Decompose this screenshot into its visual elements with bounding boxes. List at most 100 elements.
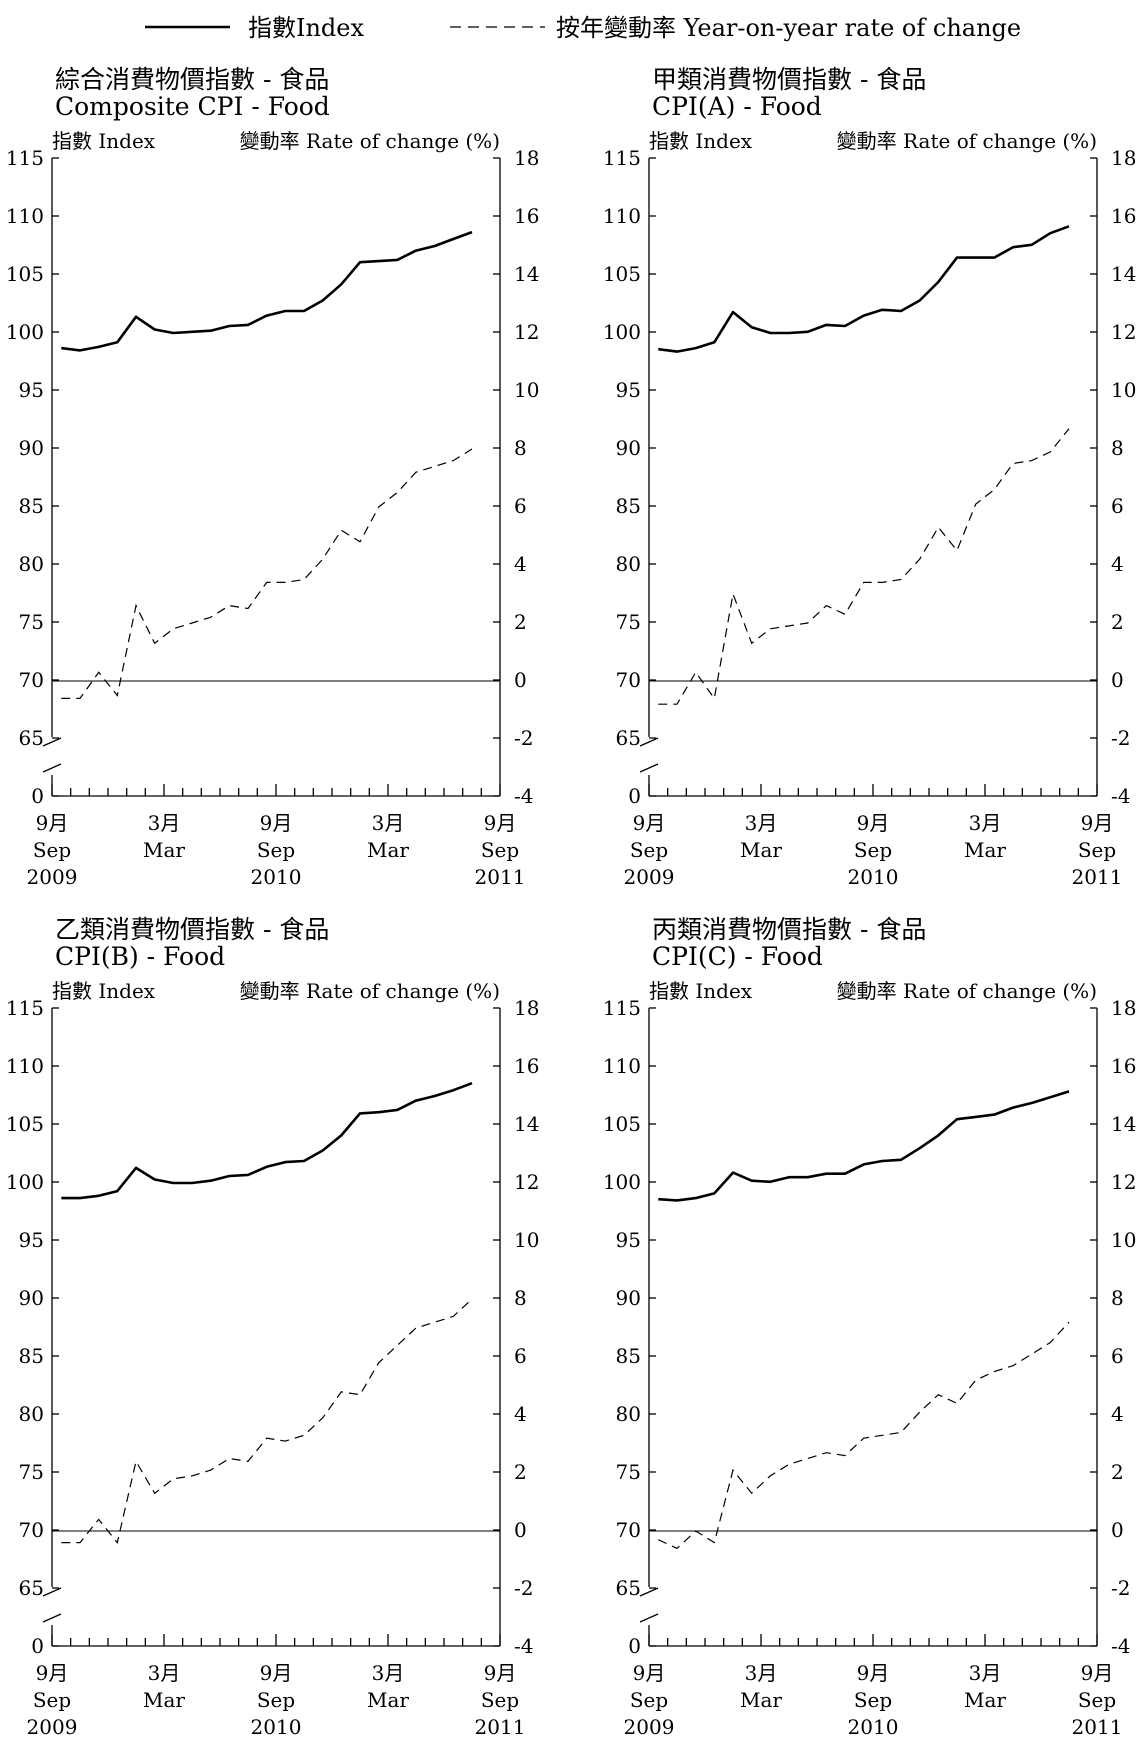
right-tick-label: -2 [514,1576,533,1600]
x-tick-label-en: Mar [367,1688,409,1712]
x-tick-label-en: Sep [257,1688,295,1712]
left-axis-label: 指數 Index [52,979,156,1003]
left-tick-label: 80 [19,1402,44,1426]
right-tick-label: 18 [514,146,539,170]
left-tick-label: 115 [6,996,44,1020]
right-tick-label: 12 [1111,1170,1136,1194]
axis-break-mark [42,1613,62,1623]
legend-index-label: 指數Index [248,14,365,42]
x-tick-label-year: 2010 [251,865,302,889]
right-tick-label: 0 [1111,1518,1124,1542]
right-tick-label: 8 [1111,436,1124,460]
right-tick-label: 10 [1111,1228,1136,1252]
right-tick-label: 10 [1111,378,1136,402]
left-tick-label: 80 [19,552,44,576]
left-tick-label: 70 [616,1518,641,1542]
left-tick-label: 90 [616,436,641,460]
axis-break-mark [42,737,62,747]
x-tick-label-year: 2009 [624,1715,675,1739]
x-tick-label-en: Sep [481,1688,519,1712]
left-tick-label: 95 [616,1228,641,1252]
x-tick-label-zh: 3月 [969,1661,1002,1685]
x-tick-label-zh: 9月 [260,811,293,835]
left-tick-label: 85 [19,1344,44,1368]
chart-title-en: CPI(C) - Food [652,942,823,971]
right-tick-label: 2 [1111,1460,1124,1484]
left-tick-label: 0 [31,784,44,808]
left-tick-label: 65 [616,1576,641,1600]
x-tick-label-en: Mar [964,1688,1006,1712]
x-tick-label-zh: 3月 [372,1661,405,1685]
x-tick-label-zh: 9月 [260,1661,293,1685]
left-tick-label: 110 [603,204,641,228]
left-tick-label: 0 [628,784,641,808]
axis-break-mark [639,763,659,773]
right-tick-label: 14 [514,1112,539,1136]
left-axis-label: 指數 Index [649,979,753,1003]
right-tick-label: 2 [514,1460,527,1484]
right-tick-label: 14 [514,262,539,286]
right-tick-label: 6 [1111,1344,1124,1368]
axis-break-mark [42,763,62,773]
left-tick-label: 75 [616,1460,641,1484]
right-tick-label: 4 [1111,552,1124,576]
series-line-rate-of-change [658,1321,1070,1550]
right-axis-label: 變動率 Rate of change (%) [837,979,1097,1003]
legend: 指數Index 按年變動率 Year-on-year rate of chang… [145,14,1021,42]
x-tick-label-en: Sep [481,838,519,862]
right-tick-label: 4 [1111,1402,1124,1426]
left-tick-label: 75 [19,610,44,634]
x-tick-label-zh: 9月 [1081,811,1114,835]
left-tick-label: 105 [6,262,44,286]
right-tick-label: 0 [514,1518,527,1542]
left-tick-label: 85 [19,494,44,518]
right-tick-label: -4 [514,784,533,808]
right-tick-label: 0 [1111,668,1124,692]
right-tick-label: 12 [1111,320,1136,344]
x-tick-label-en: Mar [143,838,185,862]
left-tick-label: 70 [19,668,44,692]
left-tick-label: 90 [19,1286,44,1310]
left-tick-label: 100 [603,1170,641,1194]
x-tick-label-year: 2011 [475,865,526,889]
right-tick-label: -2 [1111,726,1130,750]
right-tick-label: 12 [514,320,539,344]
x-tick-label-zh: 9月 [36,811,69,835]
right-axis-label: 變動率 Rate of change (%) [837,129,1097,153]
right-tick-label: 16 [1111,204,1136,228]
series-line-index [61,230,473,352]
left-tick-label: 80 [616,552,641,576]
x-tick-label-year: 2009 [624,865,675,889]
left-tick-label: 90 [616,1286,641,1310]
right-tick-label: 2 [514,610,527,634]
left-tick-label: 75 [616,610,641,634]
right-tick-label: 18 [514,996,539,1020]
x-tick-label-en: Mar [964,838,1006,862]
chart-title-en: Composite CPI - Food [55,92,330,121]
right-tick-label: 14 [1111,1112,1136,1136]
right-tick-label: 16 [514,1054,539,1078]
left-tick-label: 105 [603,262,641,286]
x-tick-label-en: Sep [854,1688,892,1712]
x-tick-label-zh: 3月 [745,811,778,835]
x-tick-label-en: Mar [367,838,409,862]
x-tick-label-en: Sep [854,838,892,862]
series-line-index [61,1081,473,1200]
left-tick-label: 80 [616,1402,641,1426]
left-tick-label: 85 [616,494,641,518]
x-tick-label-en: Sep [1078,838,1116,862]
right-tick-label: 6 [514,494,527,518]
axis-break-mark [639,1613,659,1623]
x-tick-label-en: Sep [630,1688,668,1712]
chart-title-zh: 乙類消費物價指數 - 食品 [55,915,329,944]
left-tick-label: 115 [603,996,641,1020]
right-tick-label: -2 [1111,1576,1130,1600]
right-tick-label: 12 [514,1170,539,1194]
x-tick-label-zh: 9月 [633,1661,666,1685]
left-tick-label: 105 [603,1112,641,1136]
chart-title-zh: 甲類消費物價指數 - 食品 [652,65,926,94]
x-tick-label-zh: 9月 [484,1661,517,1685]
right-tick-label: 8 [514,436,527,460]
